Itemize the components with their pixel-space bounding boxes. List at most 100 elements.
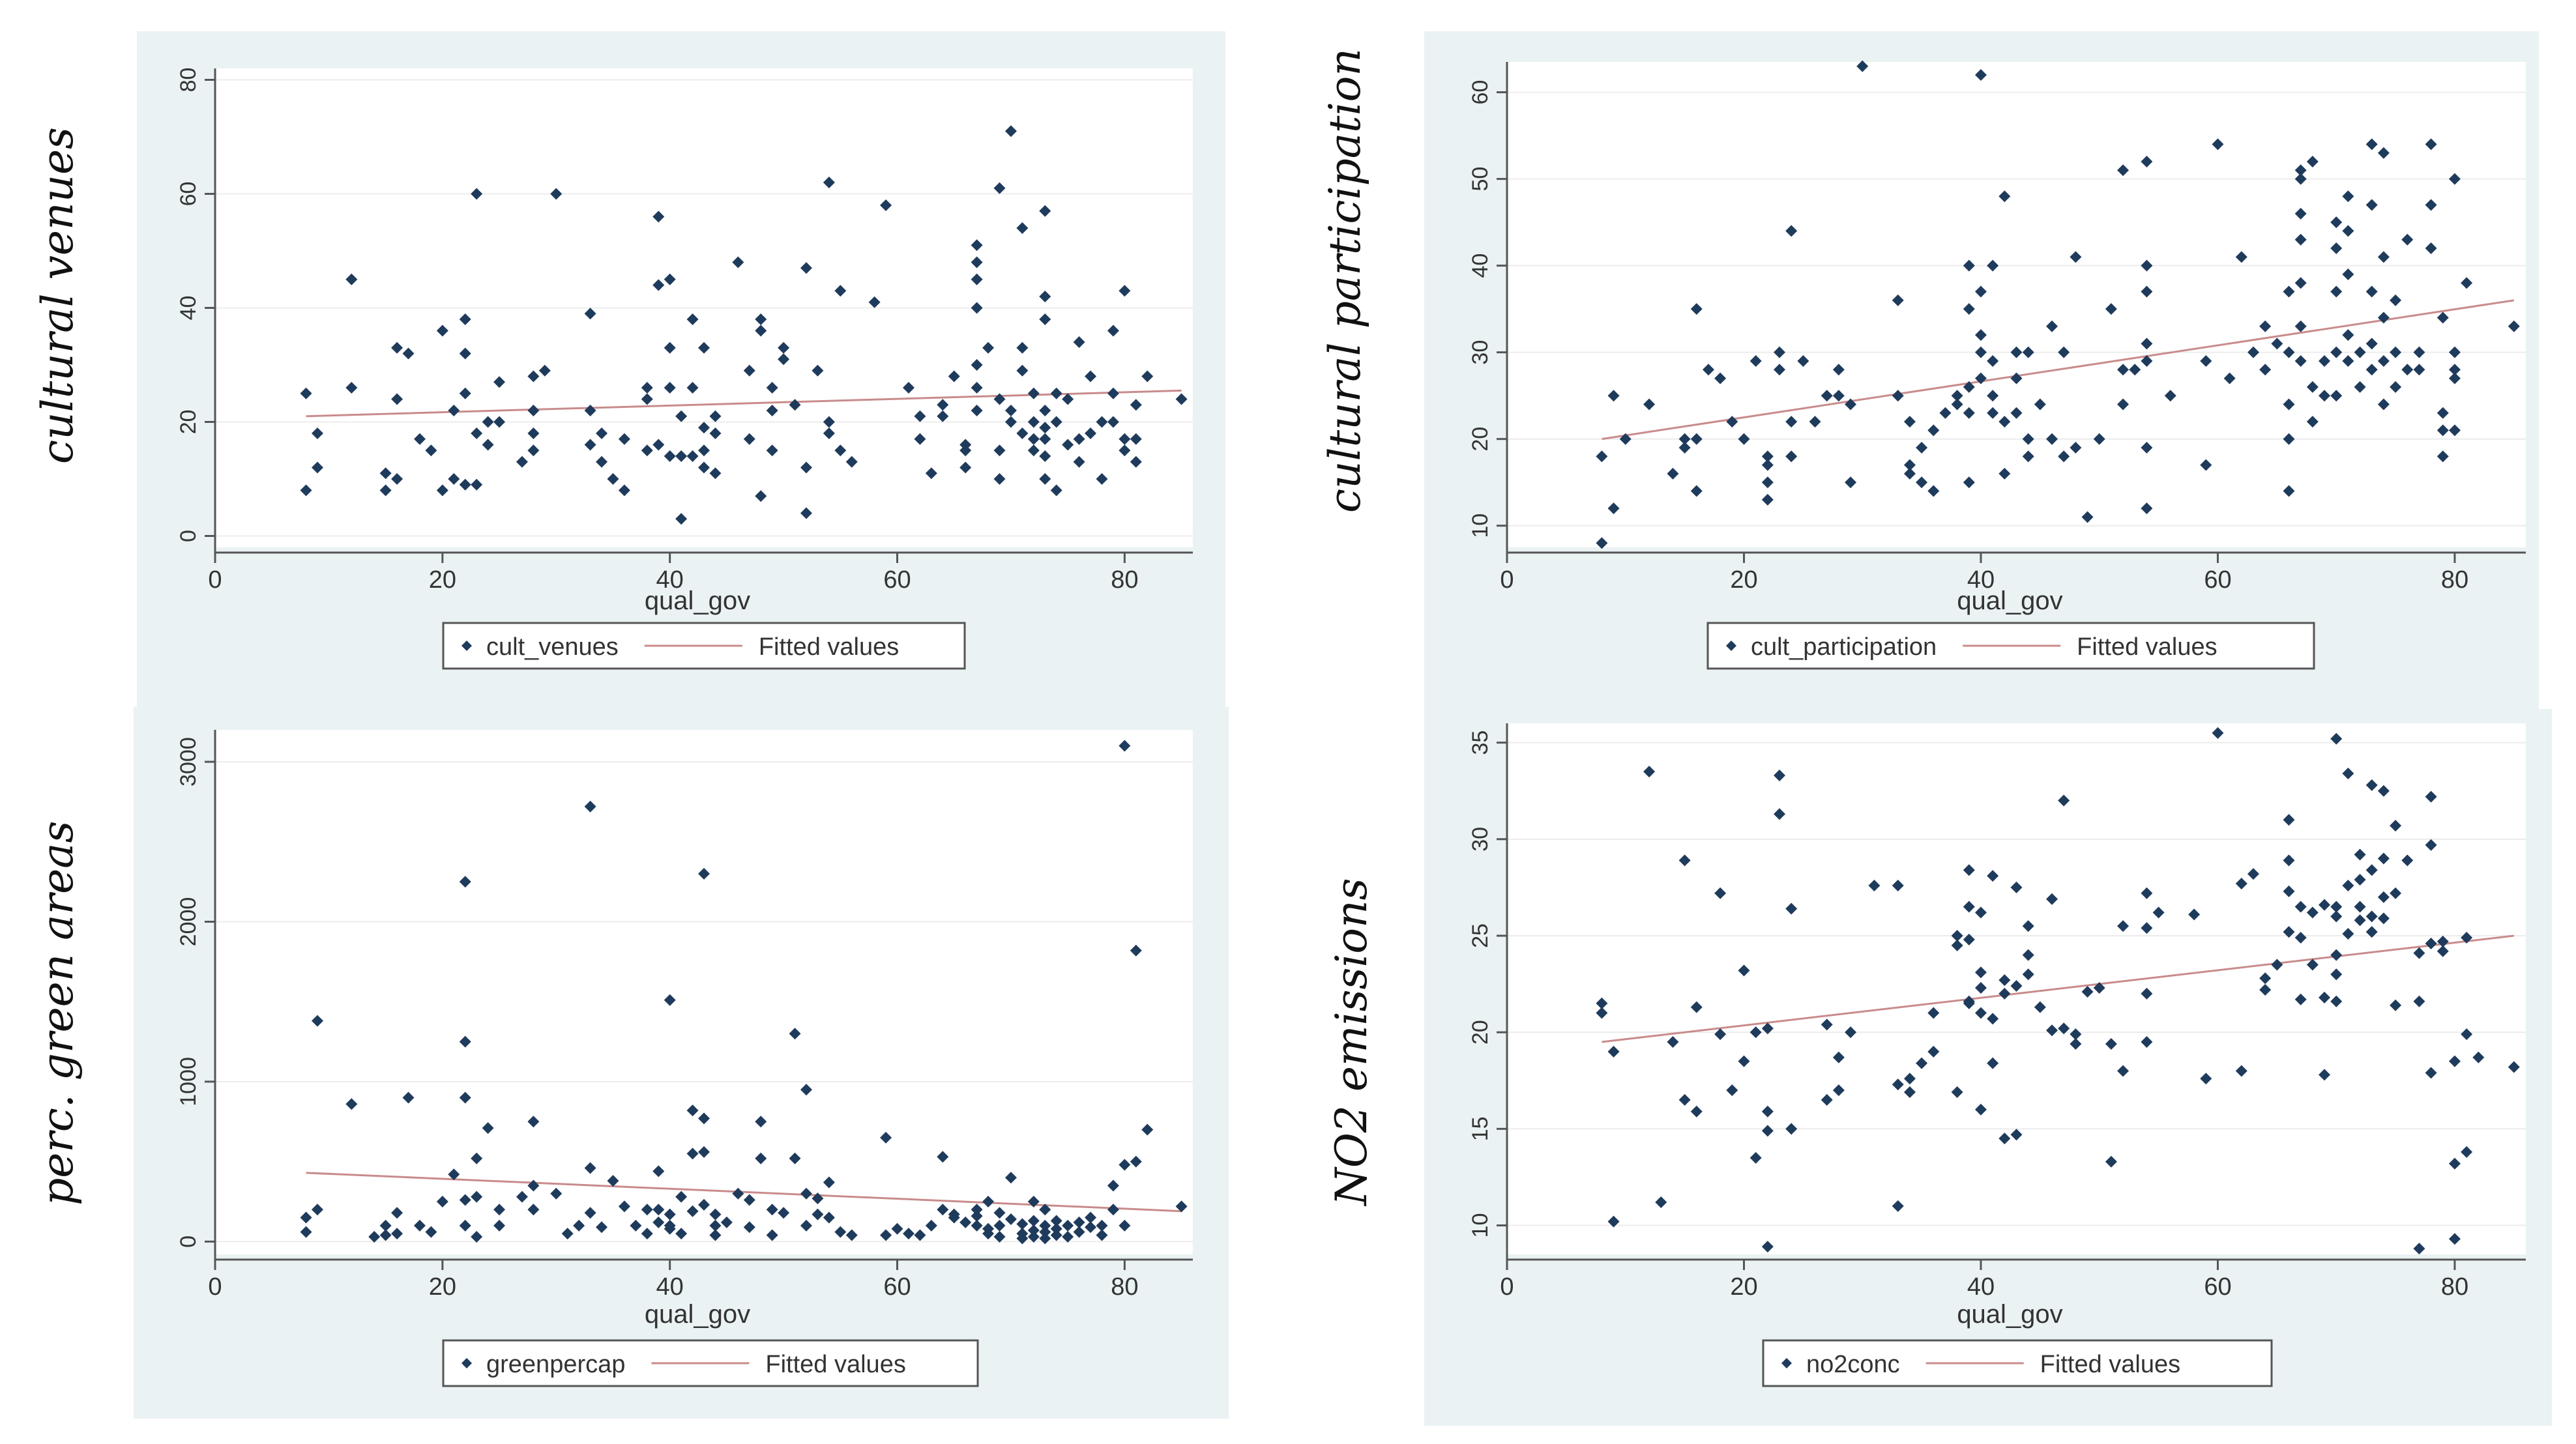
legend-box <box>1762 1339 2273 1387</box>
data-point <box>2342 225 2354 237</box>
data-point <box>823 1176 835 1189</box>
data-point <box>1987 1057 1999 1069</box>
data-point <box>1903 459 1916 471</box>
data-point <box>834 444 847 457</box>
y-tick-label: 1000 <box>176 1057 201 1106</box>
data-point <box>743 1194 755 1206</box>
data-point <box>2330 995 2343 1007</box>
data-point <box>755 1152 767 1164</box>
data-point <box>300 387 312 399</box>
data-point <box>584 800 596 813</box>
data-point <box>2365 779 2378 791</box>
data-point <box>902 382 915 394</box>
data-point <box>664 382 676 394</box>
data-point <box>2271 959 2283 971</box>
data-point <box>1998 974 2011 987</box>
data-point <box>1119 433 1131 445</box>
data-point <box>584 308 596 320</box>
data-point <box>459 478 471 491</box>
data-point <box>664 341 676 354</box>
data-point <box>2330 949 2343 961</box>
data-point <box>2319 354 2331 367</box>
data-point <box>1175 1200 1188 1213</box>
data-point <box>1073 1226 1085 1238</box>
data-point <box>1974 1007 1987 1019</box>
data-point <box>1039 291 1051 302</box>
data-point <box>664 273 676 285</box>
data-point <box>1987 870 1999 882</box>
data-point <box>1903 416 1916 428</box>
data-point <box>1903 467 1916 480</box>
data-point <box>2271 338 2283 350</box>
data-point <box>1050 1229 1062 1241</box>
data-point <box>1027 1231 1040 1243</box>
data-point <box>800 1187 812 1200</box>
data-point <box>2354 901 2366 913</box>
data-point <box>1963 407 1975 419</box>
data-point <box>1963 864 1975 876</box>
data-point <box>527 1116 540 1128</box>
data-point <box>2294 207 2307 220</box>
data-point <box>2330 732 2343 745</box>
data-point <box>971 359 983 371</box>
y-tick-label: 60 <box>1468 80 1493 105</box>
data-point <box>2461 277 2473 289</box>
data-point <box>1107 325 1119 337</box>
data-point <box>982 1196 995 1208</box>
data-point <box>845 455 858 468</box>
data-point <box>698 444 710 457</box>
data-point <box>2105 303 2117 315</box>
data-point <box>527 444 540 457</box>
data-point <box>311 427 323 439</box>
data-point <box>1107 416 1119 428</box>
data-point <box>1892 879 1904 891</box>
data-point <box>2365 138 2378 151</box>
data-point <box>550 1187 563 1200</box>
data-point <box>1130 433 1142 445</box>
data-point <box>2342 928 2354 940</box>
data-point <box>1761 493 1774 506</box>
data-point <box>436 325 448 337</box>
data-point <box>2330 285 2343 298</box>
data-point <box>493 1219 506 1232</box>
data-point <box>1845 1026 1857 1039</box>
data-point <box>2448 1233 2461 1245</box>
data-point <box>937 399 949 411</box>
data-point <box>2070 442 2082 454</box>
data-point <box>1607 390 1620 402</box>
data-point <box>675 513 688 525</box>
data-point <box>948 370 960 383</box>
data-point <box>971 405 983 416</box>
data-point <box>971 1219 983 1232</box>
data-point <box>1832 390 1845 402</box>
data-point <box>1130 944 1142 957</box>
data-point <box>448 1168 460 1181</box>
legend-label-series: cult_venues <box>486 633 619 661</box>
data-point <box>1774 770 1786 782</box>
data-point <box>2022 450 2034 463</box>
data-point <box>1655 1196 1667 1208</box>
data-point <box>709 467 722 480</box>
data-point <box>1039 1219 1051 1232</box>
data-point <box>2377 251 2390 263</box>
x-tick-label: 20 <box>1730 566 1757 594</box>
data-point <box>1096 473 1108 485</box>
data-point <box>652 1204 665 1216</box>
data-point <box>1039 405 1051 416</box>
data-point <box>584 1162 596 1174</box>
data-point <box>471 478 483 491</box>
x-tick-label: 40 <box>656 566 684 594</box>
data-point <box>1073 433 1085 445</box>
plot-area <box>215 730 1193 1254</box>
legend-label-series: greenpercap <box>486 1351 625 1378</box>
y-tick-label: 35 <box>1468 730 1493 755</box>
data-point <box>766 405 778 416</box>
data-point <box>2377 912 2390 925</box>
data-point <box>2283 346 2295 358</box>
y-tick-label: 40 <box>1468 253 1493 278</box>
data-point <box>2058 1022 2070 1035</box>
data-point <box>675 410 688 422</box>
data-point <box>2141 1036 2153 1048</box>
data-point <box>993 473 1006 485</box>
data-point <box>902 1228 915 1240</box>
